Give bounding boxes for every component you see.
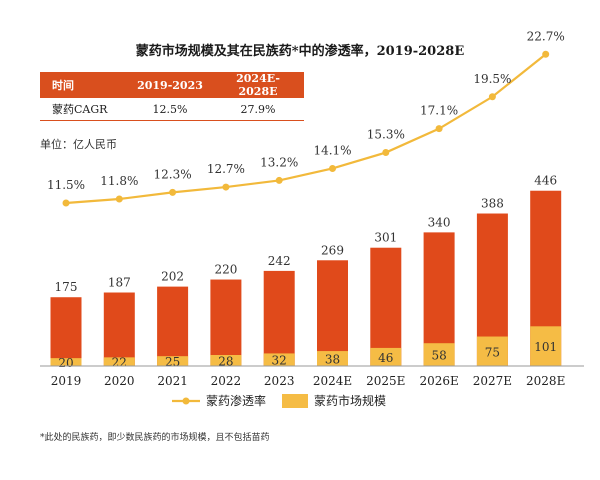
- cagr-table: 时间 2019-2023 2024E-2028E 蒙药CAGR 12.5% 27…: [40, 72, 304, 121]
- legend-market-size-label: 蒙药市场规模: [314, 393, 386, 408]
- penetration-label-2025E: 15.3%: [367, 128, 405, 142]
- penetration-label-2028E: 22.7%: [527, 29, 565, 43]
- x-tick-2022: 2022: [211, 374, 242, 388]
- label-mongolian-2025E: 46: [378, 351, 393, 365]
- label-mongolian-2019: 20: [58, 356, 73, 370]
- label-total-2023: 242: [268, 254, 291, 268]
- label-total-2027E: 388: [481, 197, 504, 211]
- bar-mongolian-2020: [103, 357, 135, 366]
- bar-mongolian-2022: [210, 354, 242, 366]
- label-total-2026E: 340: [428, 215, 451, 229]
- x-tick-2026E: 2026E: [419, 374, 458, 388]
- label-mongolian-2023: 32: [272, 354, 287, 368]
- penetration-line: [65, 53, 547, 205]
- label-mongolian-2022: 28: [218, 354, 233, 368]
- bar-total-2024E: [317, 260, 348, 366]
- cagr-value-2019-2023: 12.5%: [128, 98, 212, 121]
- bar-total-2025E: [370, 247, 402, 366]
- penetration-line-group: 11.5% 11.8% 12.3% 12.7% 13.2% 14.1% 15.3% 17.1%…: [47, 29, 565, 207]
- penetration-point-2023: [275, 176, 283, 184]
- label-total-2019: 175: [55, 280, 78, 294]
- x-tick-2020: 2020: [104, 374, 135, 388]
- x-tick-2019: 2019: [51, 374, 82, 388]
- label-mongolian-2020: 22: [112, 356, 127, 370]
- label-mongolian-2021: 25: [165, 355, 180, 369]
- penetration-point-2021: [169, 188, 177, 196]
- label-total-2021: 202: [161, 270, 184, 284]
- bar-mongolian-2019: [50, 358, 82, 366]
- legend-line-marker: [182, 397, 190, 405]
- cagr-header-period: 时间: [40, 72, 128, 98]
- label-mongolian-2026E: 58: [431, 349, 446, 363]
- bar-mongolian-2026E: [423, 343, 455, 366]
- cagr-table-row: 蒙药CAGR 12.5% 27.9%: [40, 98, 304, 121]
- x-axis: 2019 2020 2021 2022 2023 2024E 2025E 2026E 2027E…: [40, 365, 584, 388]
- label-total-2022: 220: [214, 263, 237, 277]
- x-tick-2027E: 2027E: [473, 374, 512, 388]
- label-total-2025E: 301: [374, 231, 397, 245]
- legend-penetration-label: 蒙药渗透率: [206, 393, 266, 408]
- penetration-point-2026E: [435, 125, 443, 133]
- bars-group: 175 20 187 22 202 25 220 28 242 32 269 38 301 46 340 58…: [50, 174, 562, 370]
- cagr-value-2024-2028: 27.9%: [212, 98, 304, 121]
- bar-mongolian-2023: [263, 353, 295, 366]
- bar-mongolian-2021: [157, 356, 189, 366]
- bar-total-2020: [103, 292, 135, 366]
- x-tick-2023: 2023: [264, 374, 295, 388]
- penetration-label-2023: 13.2%: [260, 155, 298, 169]
- label-total-2028E: 446: [534, 174, 557, 188]
- label-total-2024E: 269: [321, 243, 344, 257]
- bar-total-2022: [210, 279, 242, 366]
- footnote: *此处的民族药，即少数民族药的市场规模，且不包括苗药: [40, 433, 270, 443]
- label-mongolian-2024E: 38: [325, 353, 340, 367]
- bar-total-2021: [157, 286, 189, 366]
- x-tick-2021: 2021: [157, 374, 188, 388]
- bar-mongolian-2027E: [476, 336, 508, 366]
- penetration-label-2022: 12.7%: [207, 162, 245, 176]
- penetration-label-2020: 11.8%: [100, 174, 138, 188]
- penetration-label-2024E: 14.1%: [313, 143, 351, 157]
- bar-mongolian-2024E: [317, 351, 348, 366]
- bar-total-2019: [50, 297, 82, 366]
- penetration-label-2026E: 17.1%: [420, 104, 458, 118]
- label-mongolian-2027E: 75: [485, 345, 500, 359]
- x-tick-2028E: 2028E: [526, 374, 565, 388]
- chart-title: 蒙药市场规模及其在民族药*中的渗透率，2019-2028E: [135, 44, 465, 59]
- bar-mongolian-2025E: [370, 347, 402, 366]
- penetration-point-2019: [62, 199, 70, 207]
- x-tick-2025E: 2025E: [366, 374, 405, 388]
- bar-mongolian-2028E: [530, 326, 562, 366]
- label-total-2020: 187: [108, 276, 131, 290]
- x-tick-2024E: 2024E: [313, 374, 352, 388]
- penetration-point-2027E: [488, 93, 496, 101]
- cagr-row-label: 蒙药CAGR: [40, 98, 128, 121]
- cagr-header-2024-2028: 2024E-2028E: [212, 72, 304, 98]
- penetration-point-2024E: [329, 164, 336, 172]
- legend: 蒙药渗透率 蒙药市场规模: [172, 393, 386, 408]
- cagr-header-2019-2023: 2019-2023: [128, 72, 212, 98]
- penetration-label-2021: 12.3%: [154, 167, 192, 181]
- penetration-point-2025E: [382, 149, 390, 157]
- penetration-point-2020: [115, 195, 123, 203]
- penetration-label-2019: 11.5%: [47, 178, 85, 192]
- penetration-point-2028E: [542, 50, 550, 58]
- bar-total-2023: [263, 270, 295, 366]
- unit-label: 单位：亿人民币: [40, 138, 117, 151]
- penetration-label-2027E: 19.5%: [473, 72, 511, 86]
- legend-bar-swatch: [282, 394, 308, 408]
- cagr-table-header-row: 时间 2019-2023 2024E-2028E: [40, 72, 304, 98]
- label-mongolian-2028E: 101: [534, 340, 557, 354]
- penetration-point-2022: [222, 183, 230, 191]
